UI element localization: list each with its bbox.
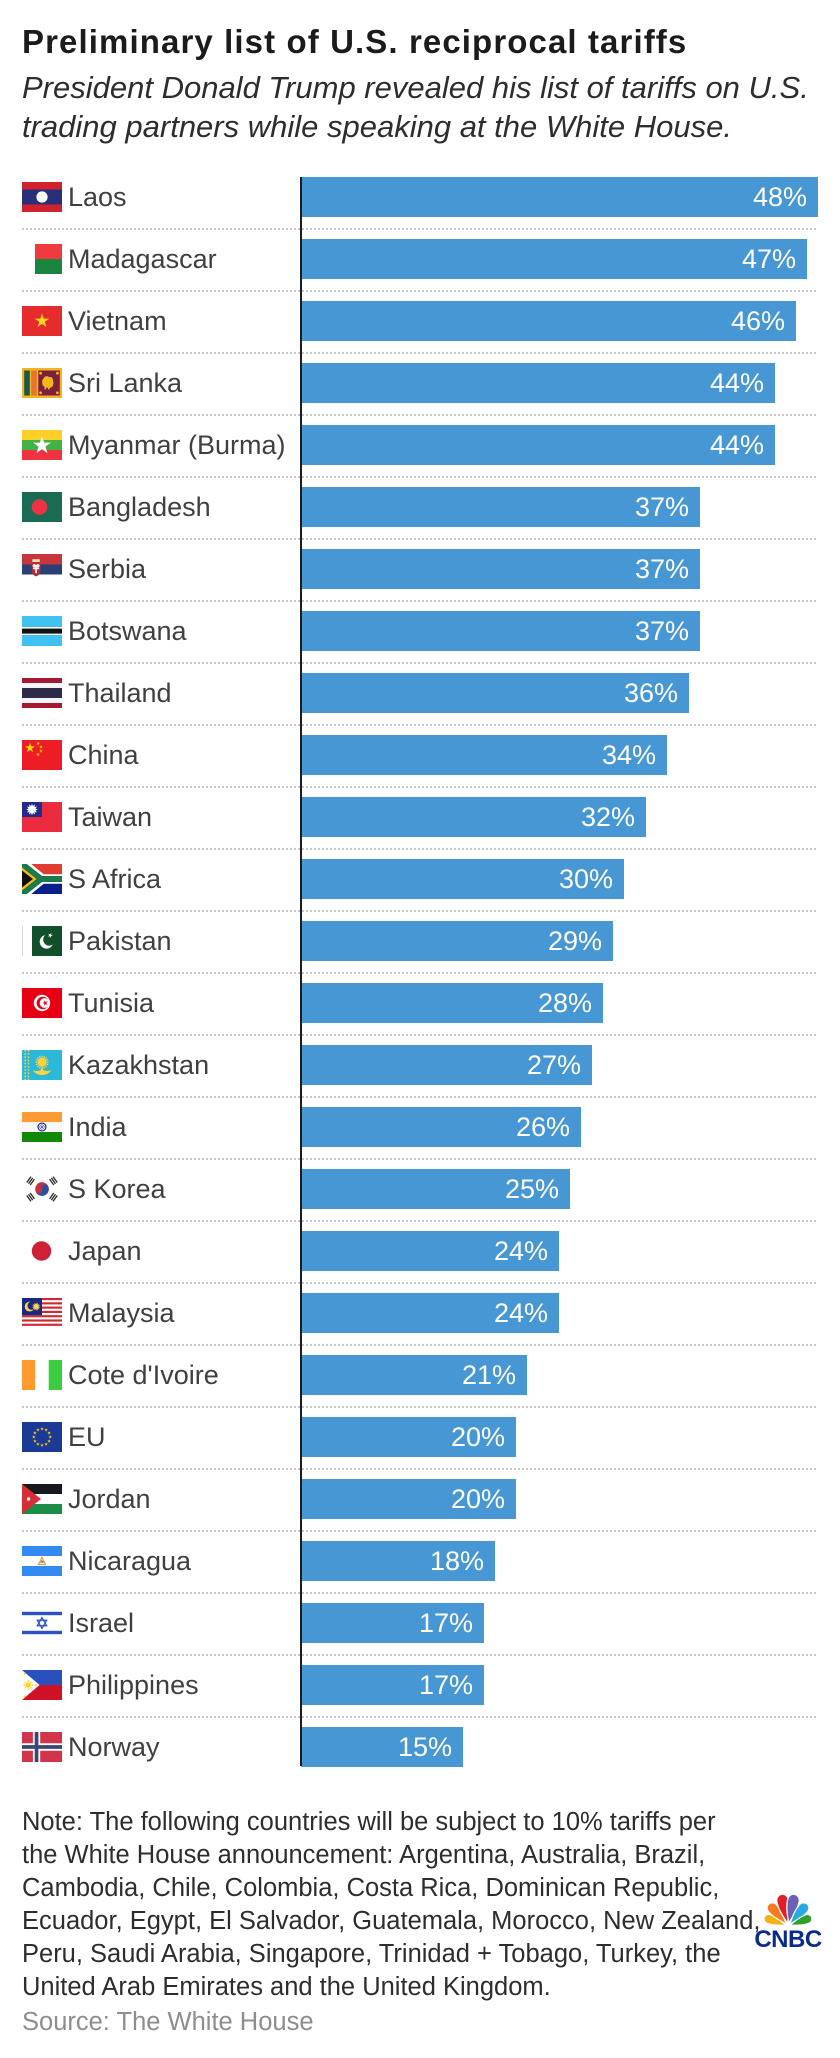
svg-text:CNBC: CNBC bbox=[754, 1926, 821, 1950]
